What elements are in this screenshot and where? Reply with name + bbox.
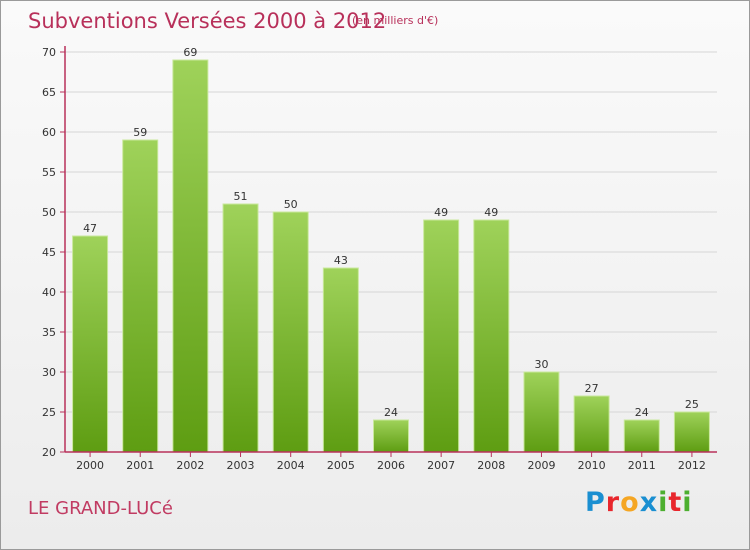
chart-subtitle: (en milliers d'€) bbox=[352, 14, 439, 27]
labels: 20 25 30 35 40 45 50 55 60 65 70 47 2000 59 2001 69 2002… bbox=[42, 46, 706, 472]
y-tick-label: 20 bbox=[42, 446, 56, 459]
y-tick-label: 70 bbox=[42, 46, 56, 59]
bar-value-label: 43 bbox=[334, 254, 348, 267]
bar-value-label: 24 bbox=[635, 406, 649, 419]
gridlines bbox=[65, 51, 717, 413]
bar-value-label: 25 bbox=[685, 398, 699, 411]
y-tick-label: 30 bbox=[42, 366, 56, 379]
y-tick-label: 40 bbox=[42, 286, 56, 299]
x-tick-label: 2010 bbox=[578, 459, 606, 472]
bar-2006 bbox=[373, 419, 409, 453]
bar-value-label: 49 bbox=[434, 206, 448, 219]
bar-2008 bbox=[473, 219, 510, 453]
bar-2005 bbox=[322, 267, 359, 453]
y-tick-label: 65 bbox=[42, 86, 56, 99]
logo-letter: i bbox=[658, 487, 669, 518]
chart-title: Subventions Versées 2000 à 2012 bbox=[28, 9, 387, 33]
bar-value-label: 59 bbox=[133, 126, 147, 139]
x-tick-label: 2008 bbox=[477, 459, 505, 472]
bar-value-label: 69 bbox=[183, 46, 197, 59]
bar-2000 bbox=[72, 235, 109, 453]
bar-2002 bbox=[172, 59, 209, 453]
x-tick-label: 2007 bbox=[427, 459, 455, 472]
bar-2001 bbox=[122, 139, 159, 453]
proxiti-logo[interactable]: Proxiti bbox=[585, 487, 693, 518]
commune-name: LE GRAND-LUCé bbox=[28, 498, 173, 519]
bar-value-label: 51 bbox=[234, 190, 248, 203]
y-tick-label: 25 bbox=[42, 406, 56, 419]
x-tick-label: 2002 bbox=[176, 459, 204, 472]
x-tick-label: 2003 bbox=[227, 459, 255, 472]
logo-letter: i bbox=[682, 487, 693, 518]
bar-value-label: 50 bbox=[284, 198, 298, 211]
bar-value-label: 49 bbox=[484, 206, 498, 219]
bar-2012 bbox=[673, 411, 710, 453]
x-tick-label: 2009 bbox=[527, 459, 555, 472]
logo-letter: x bbox=[639, 487, 659, 518]
logo-letter: t bbox=[668, 487, 683, 518]
bar-2004 bbox=[272, 211, 309, 453]
y-tick-label: 35 bbox=[42, 326, 56, 339]
x-tick-label: 2005 bbox=[327, 459, 355, 472]
logo-letter: r bbox=[605, 487, 621, 518]
bar-2003 bbox=[222, 203, 259, 453]
x-tick-label: 2000 bbox=[76, 459, 104, 472]
bar-value-label: 30 bbox=[534, 358, 548, 371]
bar-2010 bbox=[573, 395, 610, 453]
bar-2009 bbox=[523, 371, 560, 453]
bar-value-label: 47 bbox=[83, 222, 97, 235]
x-tick-label: 2011 bbox=[628, 459, 656, 472]
axes bbox=[60, 46, 717, 457]
x-tick-label: 2004 bbox=[277, 459, 305, 472]
y-tick-label: 50 bbox=[42, 206, 56, 219]
bar-2011 bbox=[623, 419, 660, 453]
bar-value-label: 24 bbox=[384, 406, 398, 419]
x-tick-label: 2012 bbox=[678, 459, 706, 472]
x-tick-label: 2001 bbox=[126, 459, 154, 472]
y-tick-label: 45 bbox=[42, 246, 56, 259]
bar-2007 bbox=[423, 219, 460, 453]
x-tick-label: 2006 bbox=[377, 459, 405, 472]
bars bbox=[72, 59, 710, 453]
y-tick-label: 55 bbox=[42, 166, 56, 179]
logo-letter: o bbox=[620, 487, 640, 518]
y-tick-label: 60 bbox=[42, 126, 56, 139]
logo-letter: P bbox=[585, 487, 606, 518]
bar-value-label: 27 bbox=[585, 382, 599, 395]
